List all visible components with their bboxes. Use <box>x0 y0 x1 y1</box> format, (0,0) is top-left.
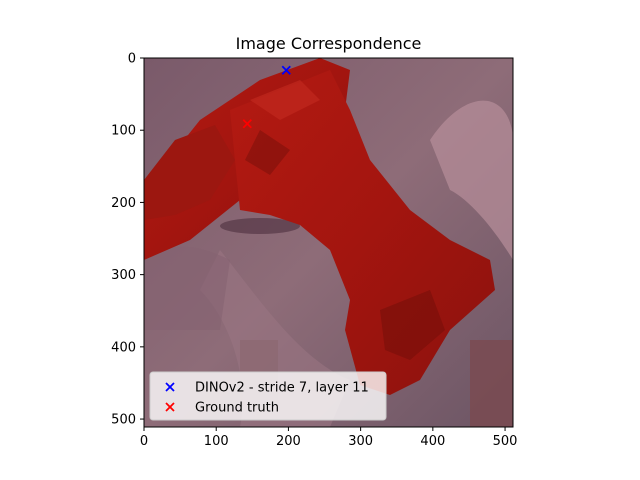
legend-marker-dinov2 <box>165 382 175 392</box>
drill-shape <box>144 58 495 395</box>
x-tick-label: 100 <box>204 434 229 449</box>
x-tick-label: 500 <box>493 434 518 449</box>
chart-title: Image Correspondence <box>236 34 422 53</box>
y-axis: 0 100 200 300 400 500 <box>111 52 144 428</box>
y-tick-label: 500 <box>111 413 136 428</box>
legend-label-dinov2: DINOv2 - stride 7, layer 11 <box>195 381 369 396</box>
y-tick-label: 400 <box>111 340 136 355</box>
y-tick-label: 200 <box>111 196 136 211</box>
y-tick-label: 0 <box>128 52 136 67</box>
ground-truth-marker <box>242 119 252 129</box>
legend: DINOv2 - stride 7, layer 11 Ground truth <box>149 371 387 421</box>
x-tick-label: 300 <box>348 434 373 449</box>
legend-box <box>149 371 387 421</box>
x-tick-label: 400 <box>420 434 445 449</box>
axes-frame <box>143 57 514 428</box>
x-tick-label: 200 <box>276 434 301 449</box>
y-tick-label: 100 <box>111 124 136 139</box>
y-tick-label: 300 <box>111 268 136 283</box>
legend-marker-ground-truth <box>165 402 175 412</box>
x-axis: 0 100 200 300 400 500 <box>140 427 518 449</box>
x-tick-label: 0 <box>140 434 148 449</box>
legend-label-ground-truth: Ground truth <box>195 401 279 416</box>
dinov2-marker <box>281 65 291 75</box>
data-markers <box>242 65 291 129</box>
